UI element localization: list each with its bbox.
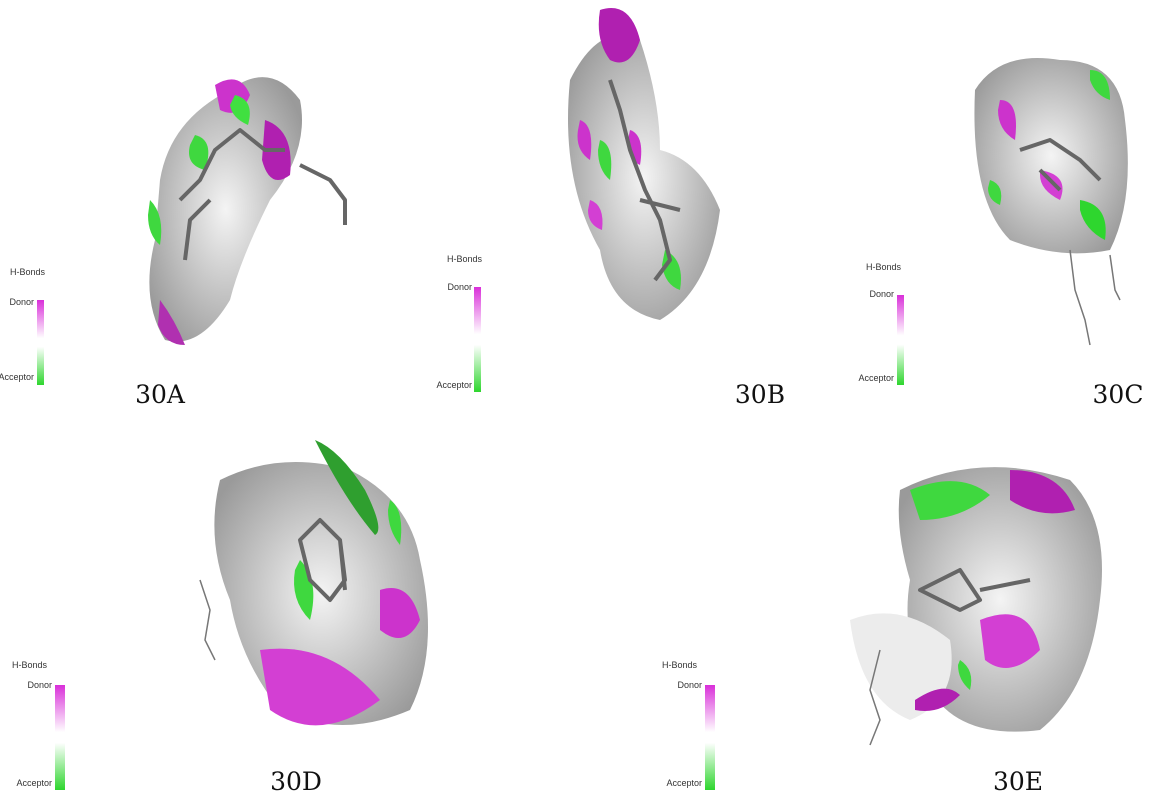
legend-donor: Donor [447,282,472,292]
legend-bar [897,295,904,385]
legend-bar [705,685,715,790]
legend-bar [474,287,481,392]
panel-c [974,58,1127,345]
legend-acceptor: Acceptor [16,778,52,788]
legend-donor: Donor [27,680,52,690]
legend-acceptor: Acceptor [858,373,894,383]
legend-title: H-Bonds [10,267,46,277]
caption: 30E [993,767,1043,796]
legend-acceptor: Acceptor [0,372,34,382]
legend-bar [55,685,65,790]
surface [149,77,302,342]
legend-donor: Donor [9,297,34,307]
legend-donor: Donor [677,680,702,690]
caption: 30B [735,380,785,409]
legend-title: H-Bonds [447,254,483,264]
panel-b [568,8,720,320]
legend-title: H-Bonds [662,660,698,670]
panel-a [148,77,345,345]
legend-donor: Donor [869,289,894,299]
legend-d: H-Bonds Donor Acceptor [12,660,65,790]
legend-c: H-Bonds Donor Acceptor [858,262,904,385]
legend-title: H-Bonds [12,660,48,670]
legend-a: H-Bonds Donor Acceptor [0,267,46,385]
legend-acceptor: Acceptor [666,778,702,788]
legend-bar [37,300,44,385]
legend-acceptor: Acceptor [436,380,472,390]
caption: 30C [1093,380,1144,409]
figure: H-Bonds Donor Acceptor 30A H-Bonds Donor… [0,0,1160,802]
legend-title: H-Bonds [866,262,902,272]
panel-e [850,467,1102,745]
panel-d [200,440,428,725]
legend-e: H-Bonds Donor Acceptor [662,660,715,790]
caption: 30D [270,767,322,796]
legend-b: H-Bonds Donor Acceptor [436,254,482,392]
caption: 30A [135,380,186,409]
